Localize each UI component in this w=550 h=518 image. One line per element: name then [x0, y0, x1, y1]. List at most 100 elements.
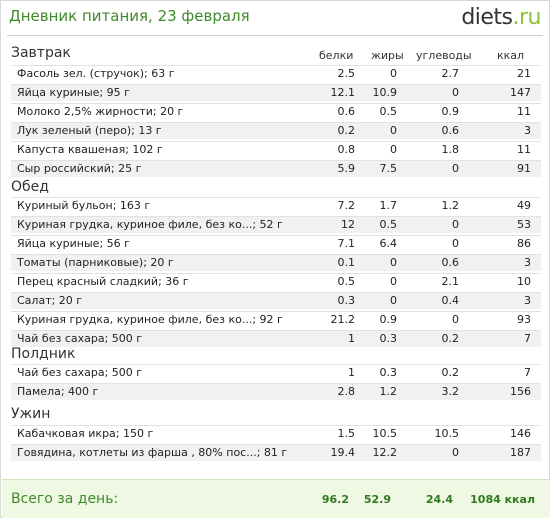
food-name: Фасоль зел. (стручок); 63 г — [17, 67, 175, 80]
food-protein: 12 — [341, 218, 355, 231]
food-fat: 12.2 — [372, 446, 398, 459]
food-row[interactable]: Куриный бульон; 163 г 7.2 1.7 1.2 49 — [11, 197, 541, 214]
food-fat: 10.5 — [372, 427, 398, 440]
food-kcal: 10 — [517, 275, 531, 288]
diary-header: Дневник питания, 23 февраля diets.ru — [9, 5, 542, 30]
column-header-carbs: углеводы — [416, 49, 472, 62]
food-fat: 0 — [390, 294, 397, 307]
food-name: Чай без сахара; 500 г — [17, 332, 143, 345]
daily-total-label: Всего за день: — [11, 491, 119, 507]
food-row[interactable]: Памела; 400 г 2.8 1.2 3.2 156 — [11, 383, 541, 400]
food-row[interactable]: Капуста квашеная; 102 г 0.8 0 1.8 11 — [11, 141, 541, 158]
food-carbs: 0 — [452, 237, 459, 250]
food-carbs: 10.5 — [434, 427, 460, 440]
food-kcal: 11 — [517, 143, 531, 156]
food-row[interactable]: Куриная грудка, куриное филе, без ко...;… — [11, 311, 541, 328]
logo-tld: .ru — [512, 5, 542, 30]
food-carbs: 0 — [452, 218, 459, 231]
food-protein: 2.8 — [337, 385, 356, 398]
food-protein: 0.6 — [337, 105, 356, 118]
food-name: Яйца куриные; 95 г — [17, 86, 130, 99]
food-name: Говядина, котлеты из фарша , 80% пос...;… — [17, 446, 288, 459]
food-row[interactable]: Яйца куриные; 56 г 7.1 6.4 0 86 — [11, 235, 541, 252]
column-header-protein: белки — [319, 49, 354, 62]
food-kcal: 3 — [524, 124, 531, 137]
food-fat: 10.9 — [372, 86, 398, 99]
food-row[interactable]: Фасоль зел. (стручок); 63 г 2.5 0 2.7 21 — [11, 65, 541, 82]
food-kcal: 156 — [510, 385, 531, 398]
food-name: Салат; 20 г — [17, 294, 83, 307]
food-kcal: 21 — [517, 67, 531, 80]
food-name: Кабачковая икра; 150 г — [17, 427, 154, 440]
food-kcal: 3 — [524, 256, 531, 269]
food-fat: 1.7 — [379, 199, 398, 212]
food-name: Куриная грудка, куриное филе, без ко...;… — [17, 218, 283, 231]
food-row[interactable]: Говядина, котлеты из фарша , 80% пос...;… — [11, 444, 541, 461]
food-protein: 21.2 — [330, 313, 356, 326]
food-name: Лук зеленый (перо); 13 г — [17, 124, 162, 137]
site-logo[interactable]: diets.ru — [461, 5, 541, 30]
food-carbs: 0 — [452, 313, 459, 326]
food-protein: 1 — [348, 332, 355, 345]
food-row[interactable]: Салат; 20 г 0.3 0 0.4 3 — [11, 292, 541, 309]
food-fat: 6.4 — [379, 237, 398, 250]
food-carbs: 0.2 — [441, 366, 460, 379]
food-name: Томаты (парниковые); 20 г — [17, 256, 174, 269]
food-protein: 0.2 — [337, 124, 356, 137]
food-kcal: 147 — [510, 86, 531, 99]
total-carbs: 24.4 — [425, 493, 453, 506]
header-divider — [7, 35, 543, 36]
food-carbs: 2.7 — [441, 67, 460, 80]
food-kcal: 187 — [510, 446, 531, 459]
food-row[interactable]: Чай без сахара; 500 г 1 0.3 0.2 7 — [11, 330, 541, 347]
food-fat: 1.2 — [379, 385, 398, 398]
food-kcal: 3 — [524, 294, 531, 307]
food-row[interactable]: Чай без сахара; 500 г 1 0.3 0.2 7 — [11, 364, 541, 381]
food-kcal: 49 — [517, 199, 531, 212]
food-protein: 1 — [348, 366, 355, 379]
food-protein: 0.3 — [337, 294, 356, 307]
food-protein: 0.1 — [337, 256, 356, 269]
food-row[interactable]: Перец красный сладкий; 36 г 0.5 0 2.1 10 — [11, 273, 541, 290]
food-protein: 5.9 — [337, 162, 356, 175]
food-kcal: 86 — [517, 237, 531, 250]
meal-title-breakfast: Завтрак — [11, 45, 71, 61]
food-row[interactable]: Куриная грудка, куриное филе, без ко...;… — [11, 216, 541, 233]
total-kcal: 1084 ккал — [470, 493, 535, 506]
food-name: Яйца куриные; 56 г — [17, 237, 130, 250]
food-row[interactable]: Яйца куриные; 95 г 12.1 10.9 0 147 — [11, 84, 541, 101]
food-fat: 0 — [390, 256, 397, 269]
food-fat: 0.3 — [379, 332, 398, 345]
food-kcal: 93 — [517, 313, 531, 326]
food-fat: 0.5 — [379, 218, 398, 231]
food-protein: 1.5 — [337, 427, 356, 440]
food-name: Куриная грудка, куриное филе, без ко...;… — [17, 313, 283, 326]
column-header-fat: жиры — [371, 49, 404, 62]
food-fat: 0.5 — [379, 105, 398, 118]
food-carbs: 1.8 — [441, 143, 460, 156]
meal-title-snack: Полдник — [11, 346, 76, 362]
food-fat: 0 — [390, 124, 397, 137]
logo-main: diets — [461, 5, 513, 30]
meal-title-lunch: Обед — [11, 179, 49, 195]
food-carbs: 3.2 — [441, 385, 460, 398]
food-name: Сыр российский; 25 г — [17, 162, 142, 175]
food-carbs: 0 — [452, 86, 459, 99]
food-carbs: 2.1 — [441, 275, 460, 288]
column-header-kcal: ккал — [497, 49, 525, 62]
food-protein: 7.1 — [337, 237, 356, 250]
food-row[interactable]: Сыр российский; 25 г 5.9 7.5 0 91 — [11, 160, 541, 177]
food-protein: 7.2 — [337, 199, 356, 212]
page-title: Дневник питания, 23 февраля — [9, 7, 250, 25]
food-row[interactable]: Кабачковая икра; 150 г 1.5 10.5 10.5 146 — [11, 425, 541, 442]
food-carbs: 0.2 — [441, 332, 460, 345]
food-row[interactable]: Лук зеленый (перо); 13 г 0.2 0 0.6 3 — [11, 122, 541, 139]
food-row[interactable]: Молоко 2,5% жирности; 20 г 0.6 0.5 0.9 11 — [11, 103, 541, 120]
food-fat: 7.5 — [379, 162, 398, 175]
food-carbs: 0.4 — [441, 294, 460, 307]
food-carbs: 0 — [452, 162, 459, 175]
food-row[interactable]: Томаты (парниковые); 20 г 0.1 0 0.6 3 — [11, 254, 541, 271]
food-name: Капуста квашеная; 102 г — [17, 143, 163, 156]
food-carbs: 1.2 — [441, 199, 460, 212]
